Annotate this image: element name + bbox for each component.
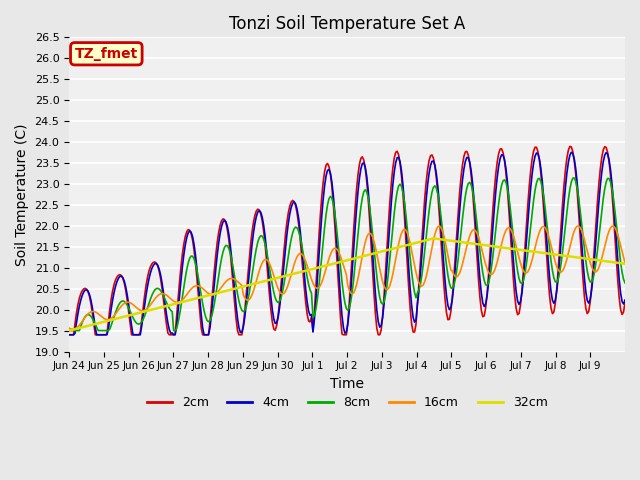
- 16cm: [621, 260, 629, 266]
- 8cm: [84, 312, 92, 317]
- 4cm: [84, 288, 92, 294]
- 2cm: [351, 206, 359, 212]
- 16cm: [547, 242, 555, 248]
- 2cm: [621, 300, 629, 305]
- Line: 16cm: 16cm: [69, 226, 625, 329]
- 16cm: [65, 325, 73, 331]
- 8cm: [621, 280, 629, 286]
- 4cm: [65, 332, 73, 337]
- 16cm: [86, 310, 93, 316]
- 4cm: [568, 149, 575, 155]
- 4cm: [544, 256, 552, 262]
- 32cm: [65, 328, 73, 334]
- 16cm: [353, 282, 360, 288]
- 32cm: [429, 236, 437, 241]
- Title: Tonzi Soil Temperature Set A: Tonzi Soil Temperature Set A: [229, 15, 465, 33]
- 4cm: [102, 332, 109, 337]
- 4cm: [621, 297, 629, 303]
- 8cm: [102, 328, 109, 334]
- 32cm: [102, 319, 109, 324]
- 32cm: [618, 261, 626, 266]
- 2cm: [566, 144, 573, 149]
- Text: TZ_fmet: TZ_fmet: [75, 47, 138, 61]
- 2cm: [65, 332, 73, 337]
- 4cm: [618, 299, 626, 304]
- Legend: 2cm, 4cm, 8cm, 16cm, 32cm: 2cm, 4cm, 8cm, 16cm, 32cm: [141, 391, 552, 414]
- 32cm: [351, 255, 359, 261]
- 8cm: [544, 232, 552, 238]
- 8cm: [65, 328, 73, 334]
- Line: 32cm: 32cm: [69, 239, 625, 331]
- 4cm: [351, 226, 359, 231]
- Line: 8cm: 8cm: [69, 178, 625, 331]
- 32cm: [546, 251, 554, 257]
- 32cm: [463, 240, 470, 246]
- 16cm: [103, 317, 111, 323]
- 2cm: [102, 332, 109, 337]
- 8cm: [461, 193, 469, 199]
- X-axis label: Time: Time: [330, 377, 364, 391]
- 16cm: [465, 238, 472, 243]
- 32cm: [621, 261, 629, 267]
- Y-axis label: Soil Temperature (C): Soil Temperature (C): [15, 123, 29, 266]
- Line: 4cm: 4cm: [69, 152, 625, 335]
- 2cm: [544, 275, 552, 280]
- 32cm: [84, 323, 92, 329]
- 16cm: [435, 223, 443, 229]
- 16cm: [620, 255, 627, 261]
- 8cm: [351, 262, 359, 268]
- 8cm: [570, 175, 578, 181]
- 2cm: [618, 312, 626, 317]
- 2cm: [84, 289, 92, 295]
- Line: 2cm: 2cm: [69, 146, 625, 335]
- 2cm: [461, 149, 469, 155]
- 16cm: [70, 326, 77, 332]
- 4cm: [461, 158, 469, 164]
- 8cm: [618, 270, 626, 276]
